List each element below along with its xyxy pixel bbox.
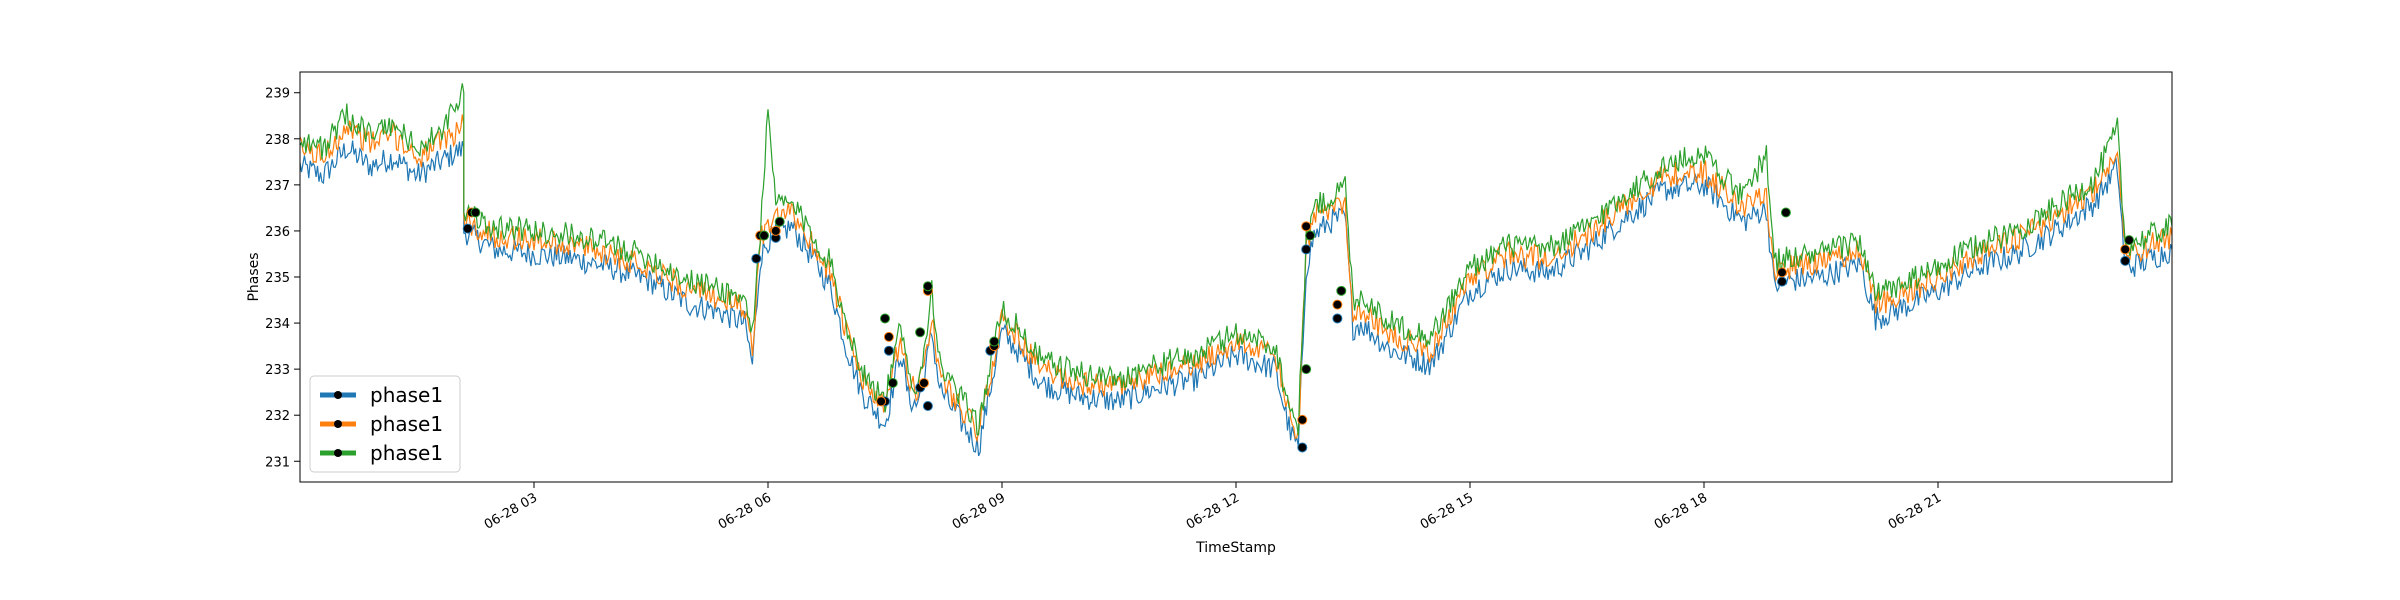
- legend-label-3: phase1: [370, 441, 443, 465]
- series-1-marker-10: [1301, 244, 1312, 255]
- series-3-marker-5: [887, 377, 898, 388]
- series-1-marker-2: [751, 253, 762, 264]
- series-1-marker-11: [1332, 313, 1343, 324]
- y-tick-label-234: 234: [265, 317, 290, 332]
- series-3-marker-3: [774, 216, 785, 227]
- series-2-marker-6: [919, 377, 929, 388]
- legend-marker-2: [334, 420, 342, 428]
- series-line-3: [299, 83, 2173, 436]
- y-axis: 231 232 233 234 235 236 237 238 239: [265, 87, 300, 470]
- y-tick-label-239: 239: [265, 87, 290, 102]
- legend-label-1: phase1: [370, 383, 443, 407]
- series-layer: [299, 83, 2173, 457]
- legend: phase1 phase1 phase1: [309, 375, 461, 473]
- y-tick-label-233: 233: [265, 363, 290, 378]
- series-2-marker-5: [883, 331, 894, 342]
- series-3-marker-11: [1336, 285, 1347, 296]
- series-1-marker-1: [462, 223, 473, 234]
- x-axis-title: TimeStamp: [1195, 540, 1276, 556]
- series-1-marker-7: [922, 400, 933, 411]
- series-3-marker-13: [2124, 235, 2135, 246]
- y-tick-label-236: 236: [265, 225, 290, 240]
- y-tick-label-235: 235: [265, 271, 290, 286]
- y-tick-label-237: 237: [265, 179, 290, 194]
- series-1-marker-9: [1297, 442, 1308, 453]
- series-1-marker-13: [2120, 255, 2131, 266]
- series-2-marker-4: [876, 396, 887, 407]
- series-2-marker-9: [1297, 414, 1308, 425]
- legend-entry-1: phase1: [320, 383, 443, 407]
- series-2-marker-3: [770, 225, 781, 236]
- series-3-marker-12: [1780, 207, 1791, 218]
- series-3-marker-4: [880, 313, 890, 324]
- series-3-marker-2: [759, 230, 770, 241]
- y-tick-label-231: 231: [265, 455, 290, 470]
- series-2-marker-11: [1332, 299, 1343, 310]
- legend-marker-3: [334, 449, 342, 457]
- series-3-marker-8: [989, 336, 1000, 347]
- y-tick-label-232: 232: [265, 409, 290, 424]
- series-3-marker-10: [1305, 230, 1316, 241]
- series-3-marker-6: [915, 327, 926, 338]
- legend-entry-2: phase1: [320, 412, 443, 436]
- series-3-marker-1: [470, 207, 481, 218]
- plot-area: [299, 71, 2173, 483]
- series-1-marker-5: [883, 345, 894, 356]
- y-tick-label-238: 238: [265, 133, 290, 148]
- series-2-marker-13: [2120, 244, 2131, 255]
- legend-label-2: phase1: [370, 412, 443, 436]
- series-2-marker-10: [1301, 221, 1312, 232]
- series-line-2: [299, 114, 2173, 443]
- series-2-marker-12: [1777, 267, 1787, 278]
- legend-entry-3: phase1: [320, 441, 443, 465]
- marker-layer: [462, 207, 2135, 453]
- series-3-marker-9: [1301, 364, 1312, 375]
- y-axis-title: Phases: [246, 252, 262, 301]
- axes-background: [300, 72, 2172, 482]
- legend-frame: [309, 375, 461, 473]
- series-1-marker-12: [1777, 276, 1787, 287]
- legend-marker-1: [334, 391, 342, 399]
- series-3-marker-7: [922, 281, 933, 292]
